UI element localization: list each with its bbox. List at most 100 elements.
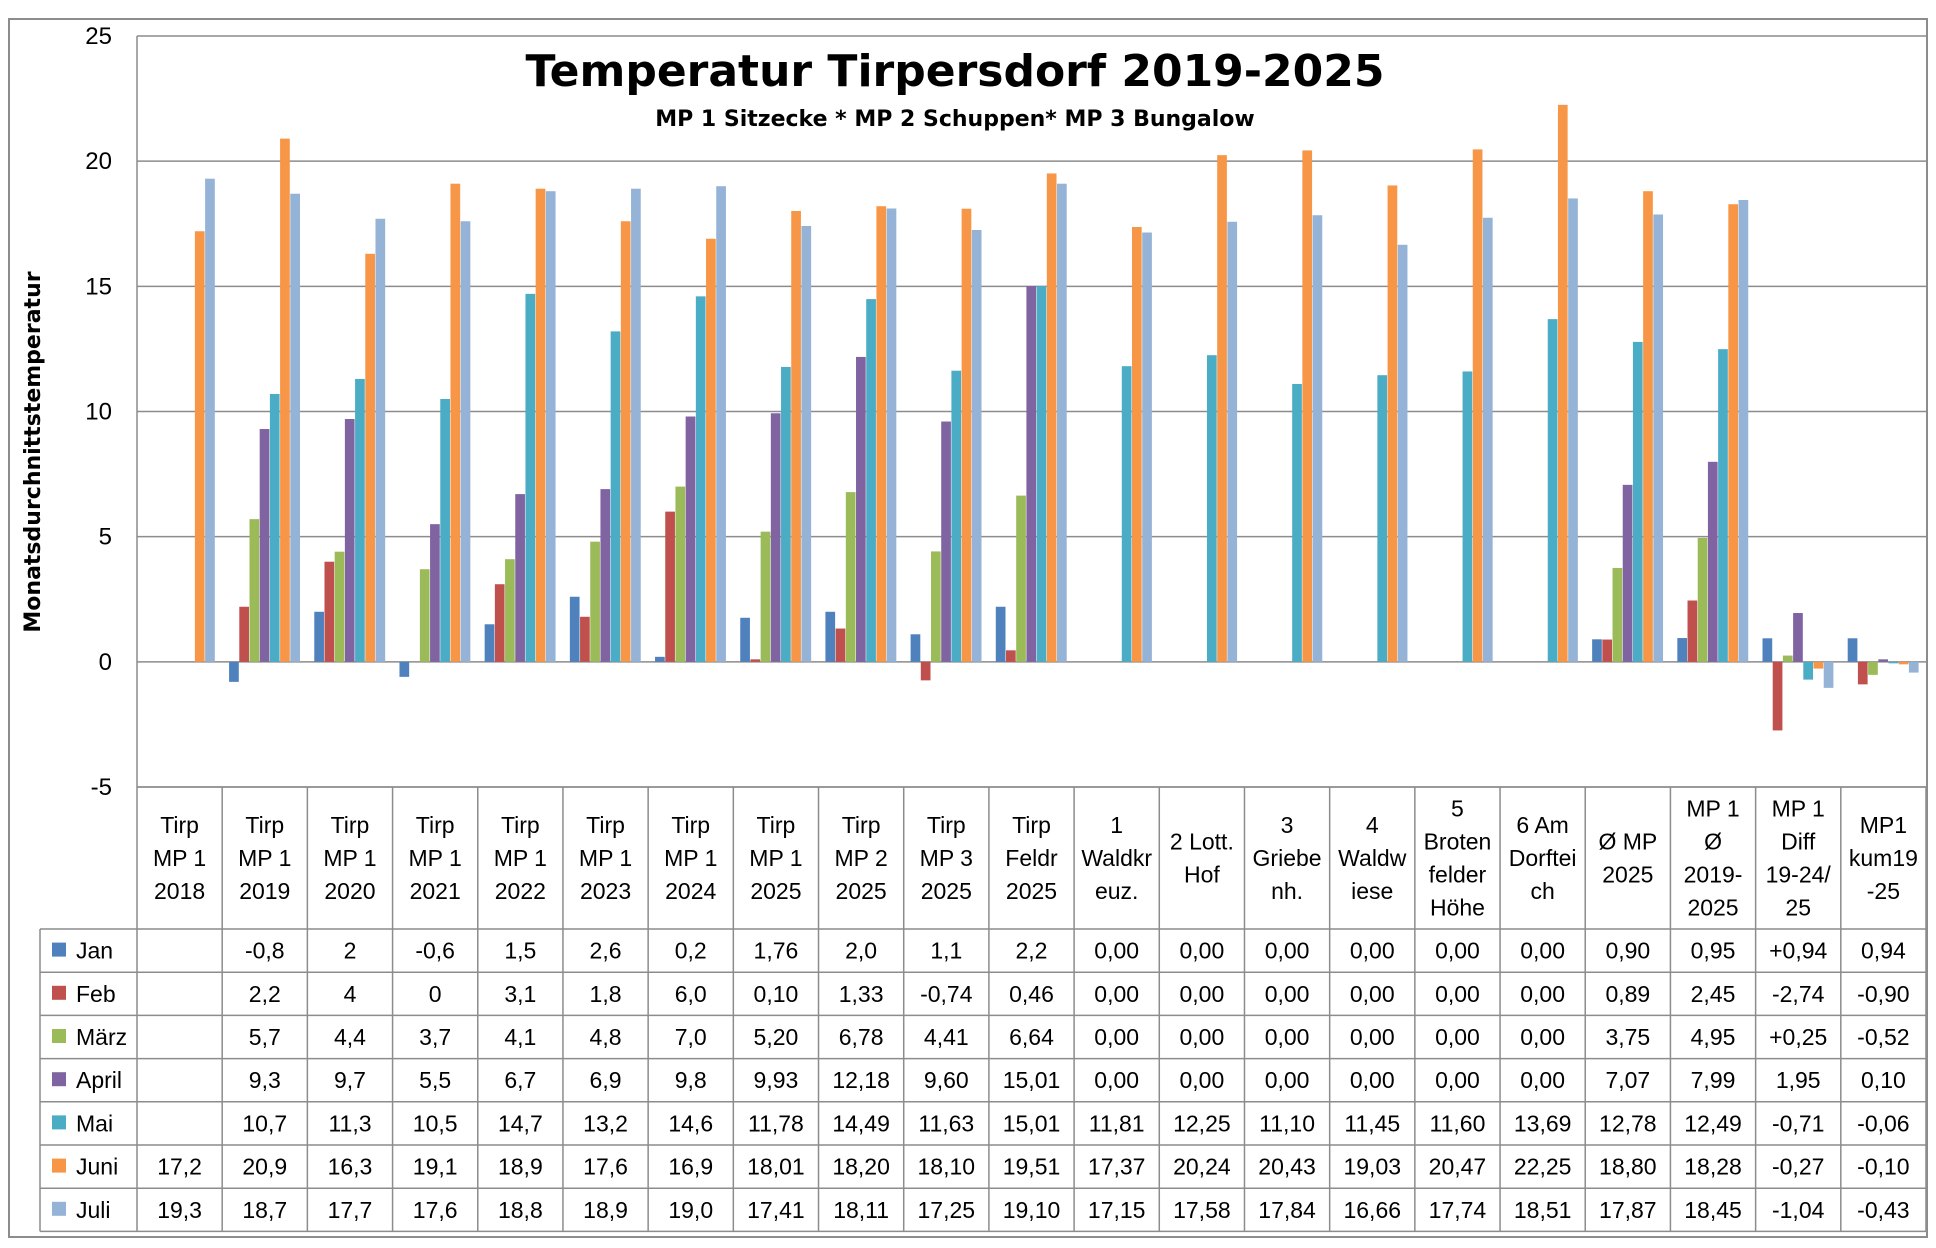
- bar-mai: [1036, 286, 1047, 662]
- table-cell: 0,00: [1350, 938, 1395, 964]
- table-cell: 3,7: [419, 1024, 451, 1050]
- table-cell: 12,78: [1599, 1110, 1657, 1136]
- bar-feb: [324, 561, 335, 662]
- bar-juni: [1302, 150, 1313, 662]
- bar-layer: [194, 104, 1919, 731]
- table-cell: 6,9: [590, 1067, 622, 1093]
- bar-juni: [1643, 191, 1653, 662]
- bar-feb: [580, 616, 590, 662]
- bar-juli: [716, 186, 726, 662]
- bar-feb: [750, 659, 761, 662]
- table-cell: 18,80: [1599, 1154, 1657, 1180]
- bar-feb: [1857, 661, 1868, 685]
- table-header-label: 19-24/: [1766, 862, 1832, 888]
- legend-label: April: [76, 1067, 122, 1093]
- table-cell: 1,8: [590, 981, 622, 1007]
- table-cell: 0,00: [1435, 981, 1480, 1007]
- table-cell: 19,03: [1343, 1154, 1401, 1180]
- table-cell: 0,10: [754, 981, 799, 1007]
- y-tick-label: 5: [99, 524, 112, 551]
- table-cell: 18,11: [833, 1197, 889, 1223]
- table-cell: 14,7: [498, 1110, 543, 1136]
- table-cell: +0,94: [1769, 938, 1827, 964]
- table-cell: 2,45: [1691, 981, 1736, 1007]
- table-header-label: Griebe: [1253, 845, 1322, 871]
- bar-jan: [1847, 638, 1858, 662]
- legend-swatch: [52, 985, 66, 1000]
- bar-jan: [484, 624, 495, 662]
- bar-juni: [450, 183, 461, 662]
- table-cell: 10,5: [413, 1110, 458, 1136]
- table-cell: 16,66: [1343, 1197, 1401, 1223]
- table-cell: 6,64: [1009, 1024, 1054, 1050]
- table-header-label: MP1: [1860, 812, 1907, 838]
- table-header-label: Tirp: [671, 812, 710, 838]
- table-cell: 9,60: [924, 1067, 969, 1093]
- table-cell: 16,9: [668, 1154, 713, 1180]
- table-cell: 5,7: [249, 1024, 281, 1050]
- bar-jan: [825, 611, 836, 662]
- table-header-label: MP 1: [238, 845, 291, 871]
- table-header-label: 2025: [1006, 878, 1057, 904]
- table-header-label: MP 1: [749, 845, 802, 871]
- bar-juli: [375, 218, 386, 662]
- table-header-label: MP 1: [579, 845, 632, 871]
- bar-märz: [1782, 655, 1793, 662]
- table-cell: 15,01: [1003, 1110, 1061, 1136]
- table-cell: 9,8: [675, 1067, 707, 1093]
- bar-mai: [1292, 383, 1302, 662]
- table-cell: 11,60: [1430, 1110, 1486, 1136]
- table-cell: 0,00: [1435, 1067, 1480, 1093]
- bar-juni: [961, 208, 972, 662]
- table-cell: 20,47: [1429, 1154, 1487, 1180]
- bar-märz: [334, 551, 345, 662]
- table-cell: 22,25: [1514, 1154, 1572, 1180]
- y-tick-label: 0: [99, 649, 112, 676]
- table-header-label: 2022: [495, 878, 546, 904]
- bar-juni: [1046, 173, 1057, 662]
- bar-jan: [910, 634, 921, 662]
- table-cell: 18,9: [583, 1197, 628, 1223]
- bar-mai: [610, 331, 621, 662]
- table-cell: 18,28: [1684, 1154, 1742, 1180]
- table-header-label: 2024: [665, 878, 716, 904]
- legend-label: Juli: [76, 1197, 111, 1223]
- bar-april: [856, 356, 866, 662]
- bar-juli: [1397, 244, 1408, 662]
- bar-feb: [1687, 600, 1698, 662]
- axis-layer: 25 20 15 10 5 0 -5: [85, 23, 138, 801]
- table-header-label: MP 1: [323, 845, 376, 871]
- bar-jan: [995, 606, 1006, 662]
- table-header-label: 2025: [1602, 862, 1653, 888]
- table-header-label: Tirp: [1012, 812, 1051, 838]
- table-header-label: Waldkr: [1081, 845, 1152, 871]
- bar-märz: [675, 486, 686, 662]
- bar-märz: [419, 569, 430, 662]
- table-header-label: Tirp: [160, 812, 199, 838]
- bar-feb: [1772, 661, 1783, 731]
- table-cell: 20,24: [1173, 1154, 1231, 1180]
- legend-label: Juni: [76, 1154, 118, 1180]
- bar-feb: [494, 584, 505, 662]
- table-header-label: 2019: [239, 878, 290, 904]
- table-header-label: MP 2: [834, 845, 887, 871]
- table-header-label: MP 1: [494, 845, 547, 871]
- bar-april: [1622, 484, 1633, 662]
- bar-märz: [1868, 661, 1878, 675]
- table-cell: 13,69: [1514, 1110, 1572, 1136]
- bar-mai: [1547, 319, 1558, 662]
- table-header-label: MP 1: [409, 845, 462, 871]
- table-header-label: Broten: [1424, 829, 1492, 855]
- bar-märz: [931, 551, 941, 662]
- table-header-label: Tirp: [501, 812, 540, 838]
- table-cell: 6,7: [504, 1067, 536, 1093]
- bar-juni: [1813, 661, 1824, 669]
- table-cell: 0,90: [1605, 938, 1650, 964]
- legend-swatch: [52, 942, 66, 957]
- table-header-label: 2025: [1687, 895, 1738, 921]
- table-cell: 19,1: [413, 1154, 458, 1180]
- table-cell: 0,95: [1691, 938, 1736, 964]
- table-cell: -0,06: [1857, 1110, 1909, 1136]
- bar-märz: [1016, 495, 1026, 662]
